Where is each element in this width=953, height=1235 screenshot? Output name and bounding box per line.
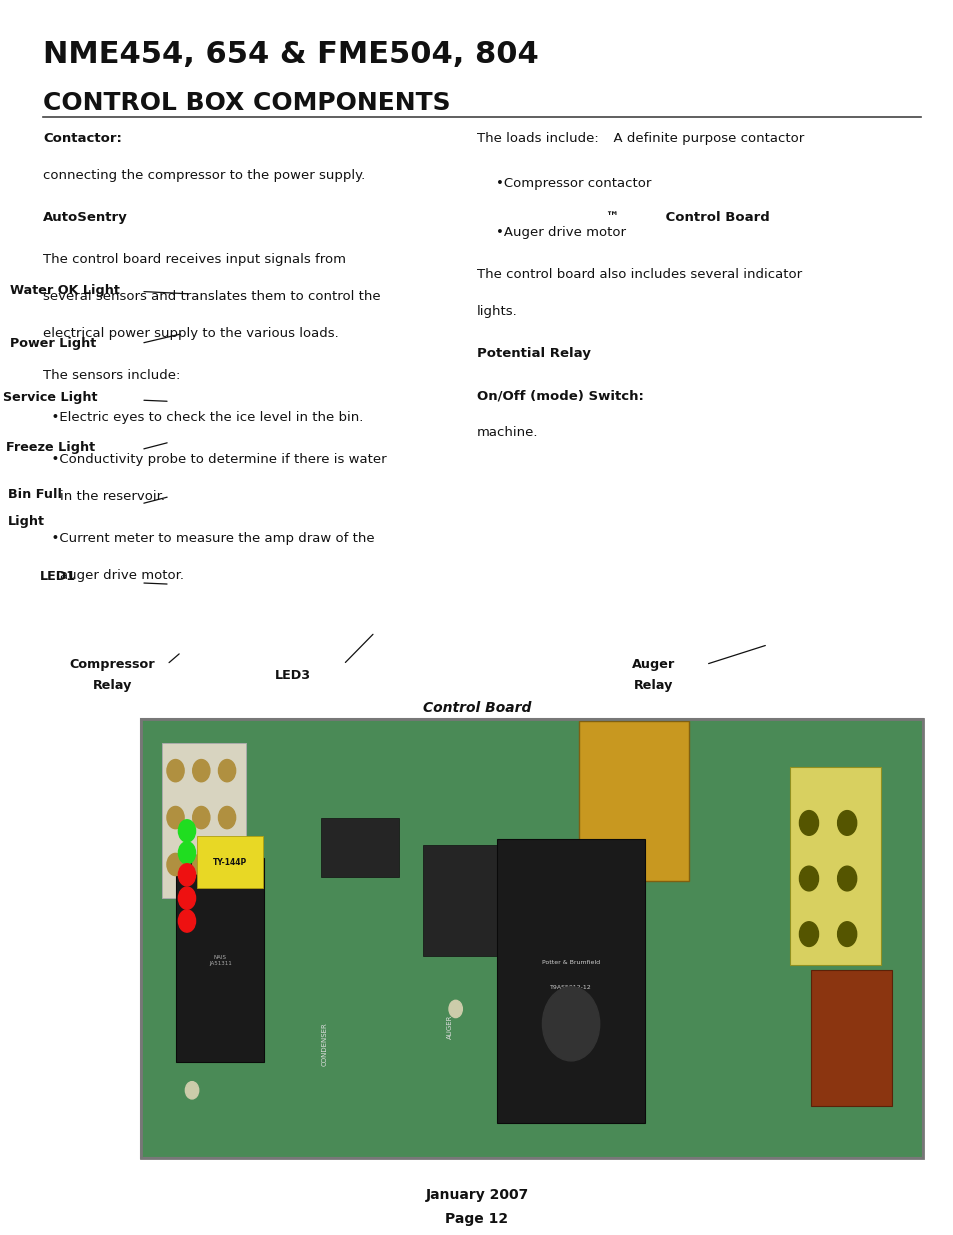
Bar (422, 845, 546, 956)
Text: LED3: LED3 (274, 669, 311, 682)
Circle shape (815, 789, 868, 858)
Text: Potter & Brumfield: Potter & Brumfield (541, 960, 599, 966)
Text: machine.: machine. (476, 426, 537, 440)
Text: On/Off (mode) Switch:: On/Off (mode) Switch: (476, 389, 643, 403)
Text: •Current meter to measure the amp draw of the: •Current meter to measure the amp draw o… (43, 532, 375, 546)
Bar (321, 818, 399, 877)
Text: Control Board: Control Board (422, 701, 531, 715)
Text: Freeze Light: Freeze Light (6, 441, 94, 453)
Circle shape (193, 760, 210, 782)
Text: in the reservoir.: in the reservoir. (43, 490, 165, 504)
Text: Auger: Auger (631, 658, 675, 671)
Text: The sensors include:: The sensors include: (43, 369, 180, 383)
Circle shape (178, 820, 195, 842)
Text: Compressor: Compressor (70, 658, 155, 671)
Text: •Auger drive motor: •Auger drive motor (496, 226, 625, 240)
Circle shape (178, 842, 195, 864)
Circle shape (193, 853, 210, 876)
Bar (176, 858, 264, 1062)
Text: TY-144P: TY-144P (213, 857, 247, 867)
Circle shape (815, 879, 868, 948)
Text: ™: ™ (604, 211, 618, 225)
Text: Water OK Light: Water OK Light (10, 284, 119, 296)
Text: Control Board: Control Board (660, 211, 769, 225)
Text: The control board also includes several indicator: The control board also includes several … (476, 268, 801, 282)
Text: Light: Light (8, 515, 45, 527)
Circle shape (542, 987, 599, 1061)
Text: auger drive motor.: auger drive motor. (43, 569, 184, 583)
Text: CONDENSER: CONDENSER (322, 1023, 328, 1066)
Circle shape (799, 810, 818, 835)
Text: Bin Full: Bin Full (8, 488, 62, 500)
Text: NAIS
JA51311: NAIS JA51311 (209, 955, 232, 966)
Text: The loads include:: The loads include: (476, 132, 598, 146)
Text: LED1: LED1 (40, 571, 76, 583)
Bar (215, 847, 253, 921)
Circle shape (178, 887, 195, 909)
Text: Page 12: Page 12 (445, 1212, 508, 1226)
Bar (141, 719, 923, 1158)
Text: NME454, 654 & FME504, 804: NME454, 654 & FME504, 804 (43, 40, 538, 68)
Bar (141, 719, 923, 1158)
Text: •Conductivity probe to determine if there is water: •Conductivity probe to determine if ther… (43, 453, 386, 467)
Text: Potential Relay: Potential Relay (476, 347, 590, 361)
Text: T9AS5012-12: T9AS5012-12 (550, 984, 591, 990)
Text: connecting the compressor to the power supply.: connecting the compressor to the power s… (43, 169, 365, 183)
Bar (196, 836, 263, 888)
Circle shape (178, 910, 195, 932)
Bar (810, 969, 891, 1105)
Circle shape (218, 853, 235, 876)
Bar (789, 767, 880, 965)
Text: lights.: lights. (476, 305, 517, 319)
Circle shape (218, 760, 235, 782)
Text: Power Light: Power Light (10, 337, 95, 350)
Text: several sensors and translates them to control the: several sensors and translates them to c… (43, 290, 380, 304)
Text: CONTROL BOX COMPONENTS: CONTROL BOX COMPONENTS (43, 91, 450, 115)
Circle shape (837, 866, 856, 890)
Text: Relay: Relay (92, 679, 132, 692)
Bar (162, 743, 246, 898)
Bar (578, 721, 688, 882)
Text: AUGER: AUGER (447, 1014, 453, 1039)
Text: Contactor:: Contactor: (43, 132, 122, 146)
Text: January 2007: January 2007 (425, 1188, 528, 1203)
Circle shape (449, 1000, 462, 1018)
Circle shape (799, 866, 818, 890)
Text: Service Light: Service Light (3, 391, 97, 404)
Circle shape (815, 839, 868, 908)
Circle shape (193, 806, 210, 829)
Circle shape (185, 1082, 198, 1099)
Text: •Compressor contactor: •Compressor contactor (496, 177, 651, 190)
Circle shape (837, 810, 856, 835)
Circle shape (167, 760, 184, 782)
Bar (497, 840, 644, 1124)
Circle shape (167, 806, 184, 829)
Text: electrical power supply to the various loads.: electrical power supply to the various l… (43, 327, 338, 341)
Circle shape (167, 853, 184, 876)
Text: AutoSentry: AutoSentry (43, 211, 128, 225)
Text: Relay: Relay (633, 679, 673, 692)
Circle shape (218, 806, 235, 829)
Circle shape (837, 921, 856, 946)
Text: The control board receives input signals from: The control board receives input signals… (43, 253, 346, 267)
Text: •Electric eyes to check the ice level in the bin.: •Electric eyes to check the ice level in… (43, 411, 363, 425)
Circle shape (799, 921, 818, 946)
Text: A definite purpose contactor: A definite purpose contactor (604, 132, 803, 146)
Circle shape (178, 863, 195, 885)
